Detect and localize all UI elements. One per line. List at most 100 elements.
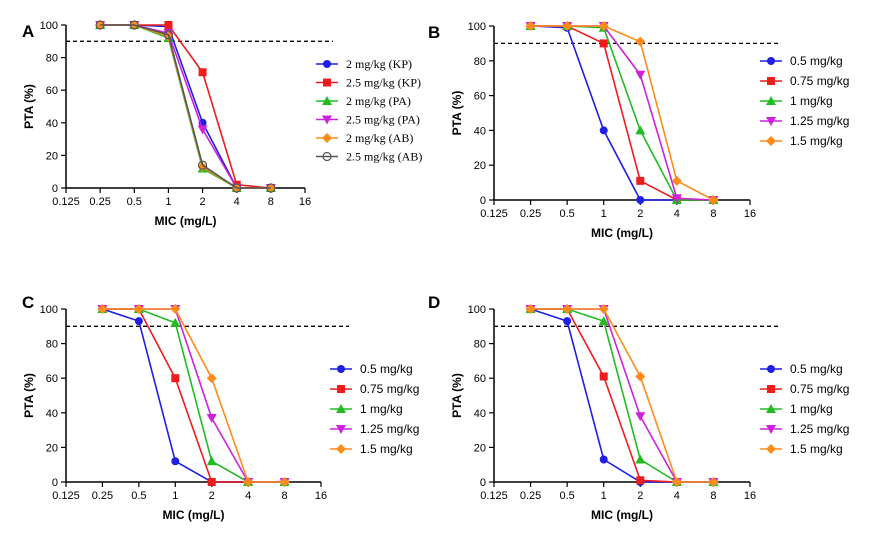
x-tick-label: 0.125 [52,196,80,208]
data-point [171,374,180,383]
x-tick-label: 16 [744,490,756,502]
data-point [164,21,173,29]
data-point [198,68,207,77]
legend-marker [322,115,332,125]
data-point [635,70,646,80]
data-point [635,125,646,135]
series-line [530,308,714,483]
data-point [636,476,645,485]
x-tick-label: 16 [315,490,327,502]
x-tick-label: 1 [165,196,171,208]
legend-label: 1.5 mg/kg [790,134,843,148]
legend-label: 1.5 mg/kg [360,442,413,456]
legend-marker [766,117,776,126]
data-point [562,21,573,31]
y-tick-label: 80 [474,339,486,351]
panel-b: B 0.125 0.25 0.5 1 2 4 8 16 0 20 40 60 80 100 MIC (mg/L… [428,21,849,240]
data-point [133,304,144,314]
legend-label: 1.25 mg/kg [790,114,849,128]
series-line [100,24,271,189]
x-tick-label: 16 [299,196,311,208]
data-point [635,371,646,382]
panel-label: C [22,293,34,312]
legend-label: 0.5 mg/kg [790,54,843,68]
x-tick-label: 0.125 [480,490,508,502]
y-tick-label: 60 [46,373,58,385]
data-point [129,20,139,30]
x-tick-label: 0.5 [559,490,574,502]
x-axis-title: MIC (mg/L) [163,508,225,522]
series-line [102,308,285,483]
x-tick-label: 0.25 [89,196,110,208]
y-tick-label: 0 [480,477,486,489]
x-tick-label: 2 [209,490,215,502]
y-tick-label: 0 [52,183,58,195]
y-tick-label: 80 [474,56,486,68]
y-tick-label: 0 [480,195,486,207]
data-point [598,316,609,326]
legend-marker [322,96,332,105]
data-point [170,317,181,327]
x-tick-label: 16 [744,208,756,220]
legend-marker [767,365,775,373]
y-tick-label: 40 [474,408,486,420]
y-axis-title: PTA (%) [450,373,464,418]
y-tick-label: 20 [46,150,58,162]
legend-marker [766,444,776,454]
x-tick-label: 0.5 [127,196,142,208]
x-tick-label: 0.5 [559,208,574,220]
data-point [206,373,217,384]
legend-label: 0.75 mg/kg [790,74,849,88]
x-tick-label: 4 [245,490,251,502]
data-point [635,412,646,422]
data-point [243,477,254,487]
x-tick-label: 1 [601,490,607,502]
x-tick-label: 0.25 [520,490,541,502]
y-tick-label: 40 [474,125,486,137]
series-line [102,308,285,483]
legend-label: 1.5 mg/kg [790,442,843,456]
x-tick-label: 0.5 [131,490,146,502]
data-point [598,21,609,31]
legend-marker [336,425,346,434]
y-tick-label: 60 [474,91,486,103]
data-point [635,454,646,464]
data-point [671,477,682,487]
y-tick-label: 20 [474,160,486,172]
x-tick-label: 8 [282,490,288,502]
y-tick-label: 100 [40,20,58,32]
data-point [636,176,645,185]
data-point [232,183,242,193]
legend-marker [336,444,346,454]
x-tick-label: 8 [710,208,716,220]
legend-label: 0.5 mg/kg [360,362,413,376]
legend-marker [323,78,331,87]
panel-label: A [22,22,34,41]
y-tick-label: 20 [46,442,58,454]
y-tick-label: 60 [46,85,58,97]
data-point [599,39,608,48]
legend-marker [766,96,776,105]
legend-marker [767,57,775,65]
y-tick-label: 0 [52,477,58,489]
legend-label: 2.5 mg/kg (KP) [346,76,421,90]
legend-label: 2 mg/kg (KP) [346,57,412,71]
x-tick-label: 1 [172,490,178,502]
y-tick-label: 100 [40,304,58,316]
legend-marker [322,133,332,143]
legend-marker [767,385,775,393]
x-tick-label: 4 [674,490,680,502]
x-tick-label: 4 [674,208,680,220]
y-tick-label: 100 [468,304,486,316]
legend-marker [322,151,332,162]
x-tick-label: 8 [268,196,274,208]
data-point [95,20,105,30]
y-axis-title: PTA (%) [22,84,36,129]
series-line [102,308,285,483]
data-point [599,455,608,464]
data-point [671,194,682,204]
legend-label: 0.5 mg/kg [790,362,843,376]
legend-label: 1 mg/kg [790,402,833,416]
series-line [530,25,714,201]
legend-label: 2.5 mg/kg (AB) [346,150,422,164]
